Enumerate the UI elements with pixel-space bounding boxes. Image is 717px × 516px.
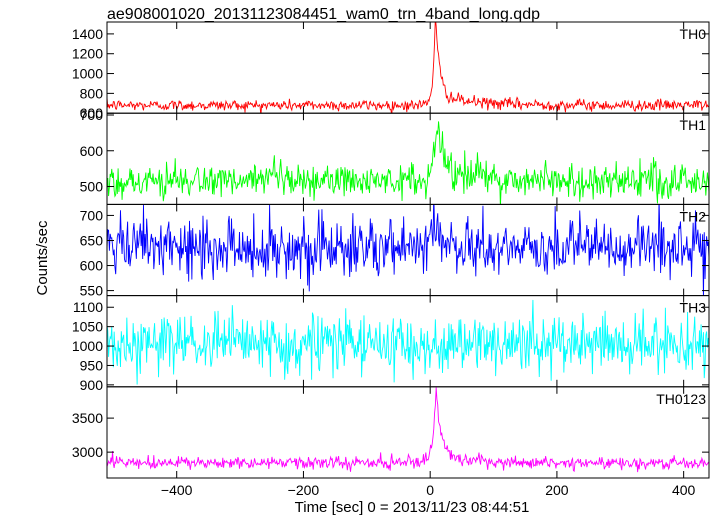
panel-th3: 900 950 1000 1050 1100 TH3 bbox=[72, 295, 710, 393]
panel-frame-th0 bbox=[106, 21, 710, 114]
y-tick-label-th2: 600 bbox=[80, 258, 104, 274]
x-tick-label: −400 bbox=[161, 482, 193, 498]
x-tick-label: 400 bbox=[672, 482, 696, 498]
x-axis: −400 −200 0 200 400 bbox=[161, 482, 696, 498]
y-tick-label-th0123: 3000 bbox=[72, 444, 103, 460]
y-tick-label-th2: 550 bbox=[80, 283, 104, 299]
y-tick-label-th1: 500 bbox=[80, 179, 104, 195]
y-tick-label-th0123: 3500 bbox=[72, 410, 103, 426]
y-tick-label-th3: 950 bbox=[80, 357, 104, 373]
y-tick-label-th2: 700 bbox=[80, 207, 104, 223]
x-axis-label: Time [sec] 0 = 2013/11/23 08:44:51 bbox=[295, 499, 530, 516]
panel-label-th2: TH2 bbox=[680, 208, 707, 224]
y-tick-label-th3: 1100 bbox=[73, 299, 103, 315]
y-tick-label-th2: 650 bbox=[80, 232, 104, 248]
y-tick-label-th0: 1200 bbox=[72, 46, 103, 62]
y-tick-label-th1: 700 bbox=[80, 107, 104, 123]
series-line-th0123 bbox=[107, 387, 709, 473]
series-line-th1 bbox=[107, 121, 709, 205]
y-tick-label-th0: 600 bbox=[80, 105, 104, 121]
panel-label-th3: TH3 bbox=[680, 300, 707, 316]
y-tick-label-th3: 1000 bbox=[72, 338, 103, 354]
y-tick-label-th0: 1000 bbox=[72, 66, 103, 82]
series-line-th0 bbox=[107, 22, 709, 114]
x-tick-label: 0 bbox=[426, 482, 434, 498]
y-tick-label-th1: 600 bbox=[80, 143, 104, 159]
panel-label-th1: TH1 bbox=[680, 117, 707, 133]
y-tick-label-th3: 900 bbox=[80, 377, 104, 393]
series-line-th3 bbox=[107, 299, 709, 385]
y-tick-label-th0: 1400 bbox=[72, 26, 103, 42]
x-tick-label: 200 bbox=[545, 482, 569, 498]
panel-th0: 600 800 1000 1200 1400 TH0 bbox=[72, 21, 710, 121]
x-tick-label: −200 bbox=[288, 482, 320, 498]
panel-th0123: 3000 3500 TH0123 bbox=[72, 386, 710, 479]
series-line-th2 bbox=[107, 204, 709, 296]
panel-label-th0: TH0 bbox=[680, 26, 707, 42]
panel-th2: 550 600 650 700 TH2 bbox=[80, 203, 710, 299]
panel-frame-th0123 bbox=[106, 386, 710, 479]
y-tick-label-th3: 1050 bbox=[72, 319, 103, 335]
y-axis-label: Counts/sec bbox=[34, 220, 51, 296]
panel-label-th0123: TH0123 bbox=[656, 391, 706, 407]
chart-title: ae908001020_20131123084451_wam0_trn_4ban… bbox=[107, 6, 540, 23]
y-tick-label-th0: 800 bbox=[80, 85, 104, 101]
